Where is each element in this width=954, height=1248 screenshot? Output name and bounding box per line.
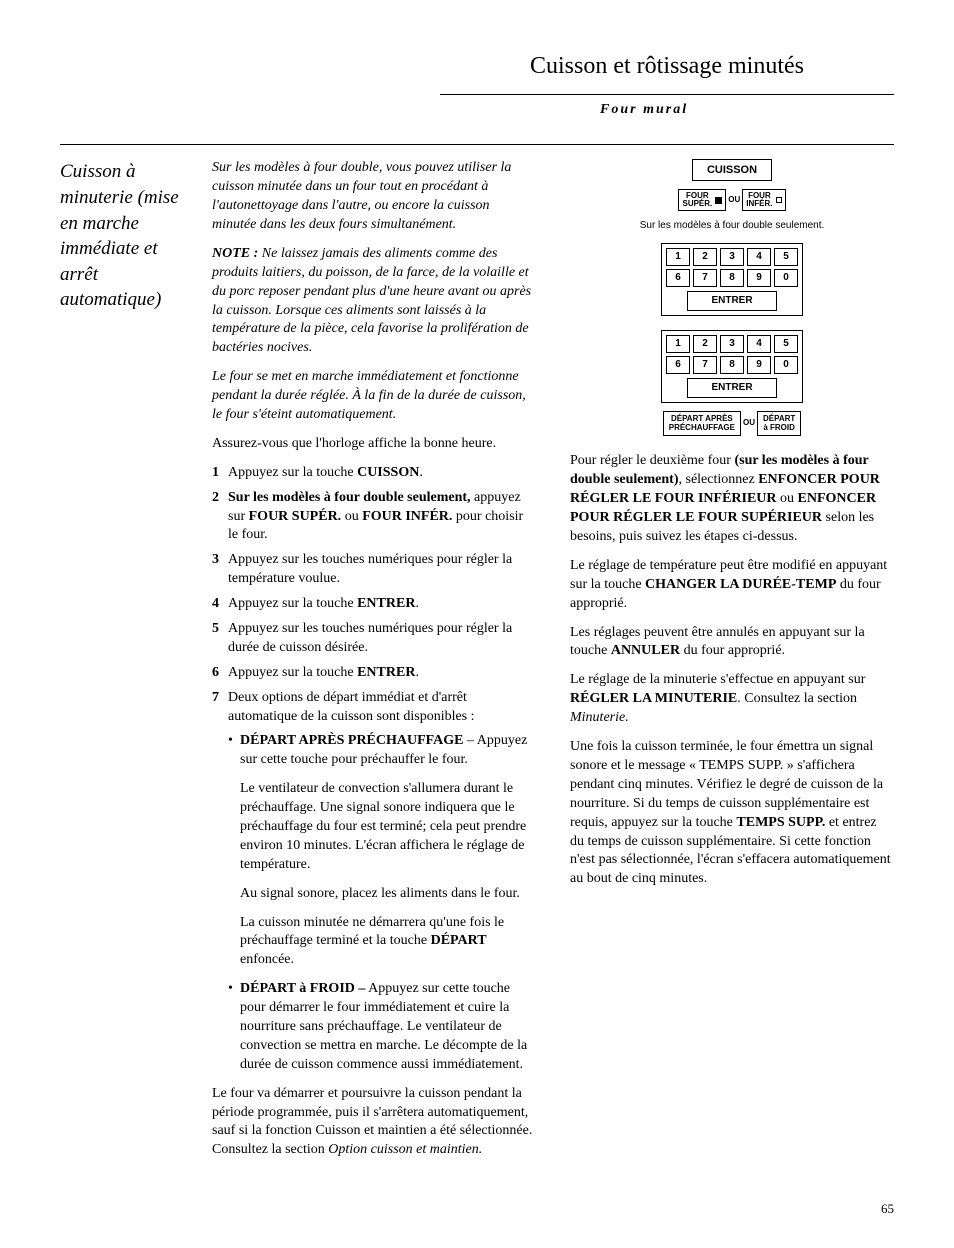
key: 0 <box>774 269 798 287</box>
key: 5 <box>774 335 798 353</box>
ou-label: OU <box>728 195 740 206</box>
depart-froid-button: DÉPART à FROID <box>757 411 801 437</box>
key: 5 <box>774 248 798 266</box>
key: 2 <box>693 248 717 266</box>
bullet-prechauffage-p3: Au signal sonore, placez les aliments da… <box>240 885 536 904</box>
right-p4: Le réglage de la minuterie s'effectue en… <box>570 671 894 728</box>
key: 1 <box>666 335 690 353</box>
entrer-button: ENTRER <box>687 291 777 311</box>
key: 4 <box>747 335 771 353</box>
step-7: 7Deux options de départ immédiat et d'ar… <box>212 689 536 727</box>
right-p5: Une fois la cuisson terminée, le four ém… <box>570 738 894 889</box>
right-p3: Les réglages peuvent être annulés en app… <box>570 624 894 662</box>
ou-label: OU <box>743 418 755 429</box>
steps-list: 1Appuyez sur la touche CUISSON. 2Sur les… <box>212 464 536 727</box>
four-super-button: FOUR SUPÉR. <box>678 189 726 211</box>
step-6: 6Appuyez sur la touche ENTRER. <box>212 664 536 683</box>
bullet-prechauffage-p2: Le ventilateur de convection s'allumera … <box>240 780 536 874</box>
key: 4 <box>747 248 771 266</box>
keypad-1: 1 2 3 4 5 6 7 8 9 0 ENTRER <box>661 243 803 316</box>
divider <box>440 94 894 95</box>
key: 7 <box>693 269 717 287</box>
key: 1 <box>666 248 690 266</box>
cuisson-button: CUISSON <box>692 159 772 181</box>
step-4: 4Appuyez sur la touche ENTRER. <box>212 595 536 614</box>
key: 9 <box>747 356 771 374</box>
keypad-2: 1 2 3 4 5 6 7 8 9 0 ENTRER <box>661 330 803 403</box>
square-filled-icon <box>715 197 722 204</box>
key: 7 <box>693 356 717 374</box>
control-panel-diagram: CUISSON FOUR SUPÉR. OU FOUR INFÉR. Sur l… <box>570 159 894 436</box>
note-text: Ne laissez jamais des aliments comme des… <box>212 246 531 355</box>
key: 8 <box>720 269 744 287</box>
left-column: Sur les modèles à four double, vous pouv… <box>212 159 536 1170</box>
entrer-button: ENTRER <box>687 378 777 398</box>
right-p1: Pour régler le deuxième four (sur les mo… <box>570 452 894 546</box>
depart-prechauffage-button: DÉPART APRÈS PRÉCHAUFFAGE <box>663 411 741 437</box>
key: 8 <box>720 356 744 374</box>
clock-paragraph: Assurez-vous que l'horloge affiche la bo… <box>212 435 536 454</box>
page-header: Cuisson et rôtissage minutés Four mural <box>60 50 894 145</box>
key: 2 <box>693 335 717 353</box>
section-heading: Cuisson à minuterie (mise en marche immé… <box>60 159 190 313</box>
oven-caption: Sur les modèles à four double seulement. <box>640 219 825 233</box>
intro-paragraph: Sur les modèles à four double, vous pouv… <box>212 159 536 235</box>
page-title: Cuisson et rôtissage minutés <box>440 50 894 82</box>
key: 6 <box>666 356 690 374</box>
oven-select-row: FOUR SUPÉR. OU FOUR INFÉR. <box>678 189 785 211</box>
key: 3 <box>720 248 744 266</box>
key: 3 <box>720 335 744 353</box>
content-area: Cuisson à minuterie (mise en marche immé… <box>60 159 894 1170</box>
note-paragraph: NOTE : Ne laissez jamais des aliments co… <box>212 245 536 358</box>
four-infer-button: FOUR INFÉR. <box>742 189 785 211</box>
step-5: 5Appuyez sur les touches numériques pour… <box>212 620 536 658</box>
columns: Sur les modèles à four double, vous pouv… <box>212 159 894 1170</box>
page-subtitle: Four mural <box>600 101 894 120</box>
bullet-prechauffage: • DÉPART APRÈS PRÉCHAUFFAGE – Appuyez su… <box>228 732 536 770</box>
bullet-prechauffage-p4: La cuisson minutée ne démarrera qu'une f… <box>240 914 536 971</box>
page-number: 65 <box>60 1200 894 1218</box>
right-p2: Le réglage de température peut être modi… <box>570 557 894 614</box>
step-1: 1Appuyez sur la touche CUISSON. <box>212 464 536 483</box>
bullet-froid: • DÉPART à FROID – Appuyez sur cette tou… <box>228 980 536 1074</box>
depart-row: DÉPART APRÈS PRÉCHAUFFAGE OU DÉPART à FR… <box>663 411 802 437</box>
divider <box>60 144 894 145</box>
right-column: CUISSON FOUR SUPÉR. OU FOUR INFÉR. Sur l… <box>570 159 894 1170</box>
key: 9 <box>747 269 771 287</box>
note-label: NOTE : <box>212 246 258 261</box>
sub-bullets: • DÉPART APRÈS PRÉCHAUFFAGE – Appuyez su… <box>228 732 536 1074</box>
auto-paragraph: Le four se met en marche immédiatement e… <box>212 368 536 425</box>
step-3: 3Appuyez sur les touches numériques pour… <box>212 551 536 589</box>
key: 0 <box>774 356 798 374</box>
square-empty-icon <box>776 197 782 203</box>
closing-paragraph: Le four va démarrer et poursuivre la cui… <box>212 1085 536 1161</box>
step-2: 2Sur les modèles à four double seulement… <box>212 489 536 546</box>
key: 6 <box>666 269 690 287</box>
